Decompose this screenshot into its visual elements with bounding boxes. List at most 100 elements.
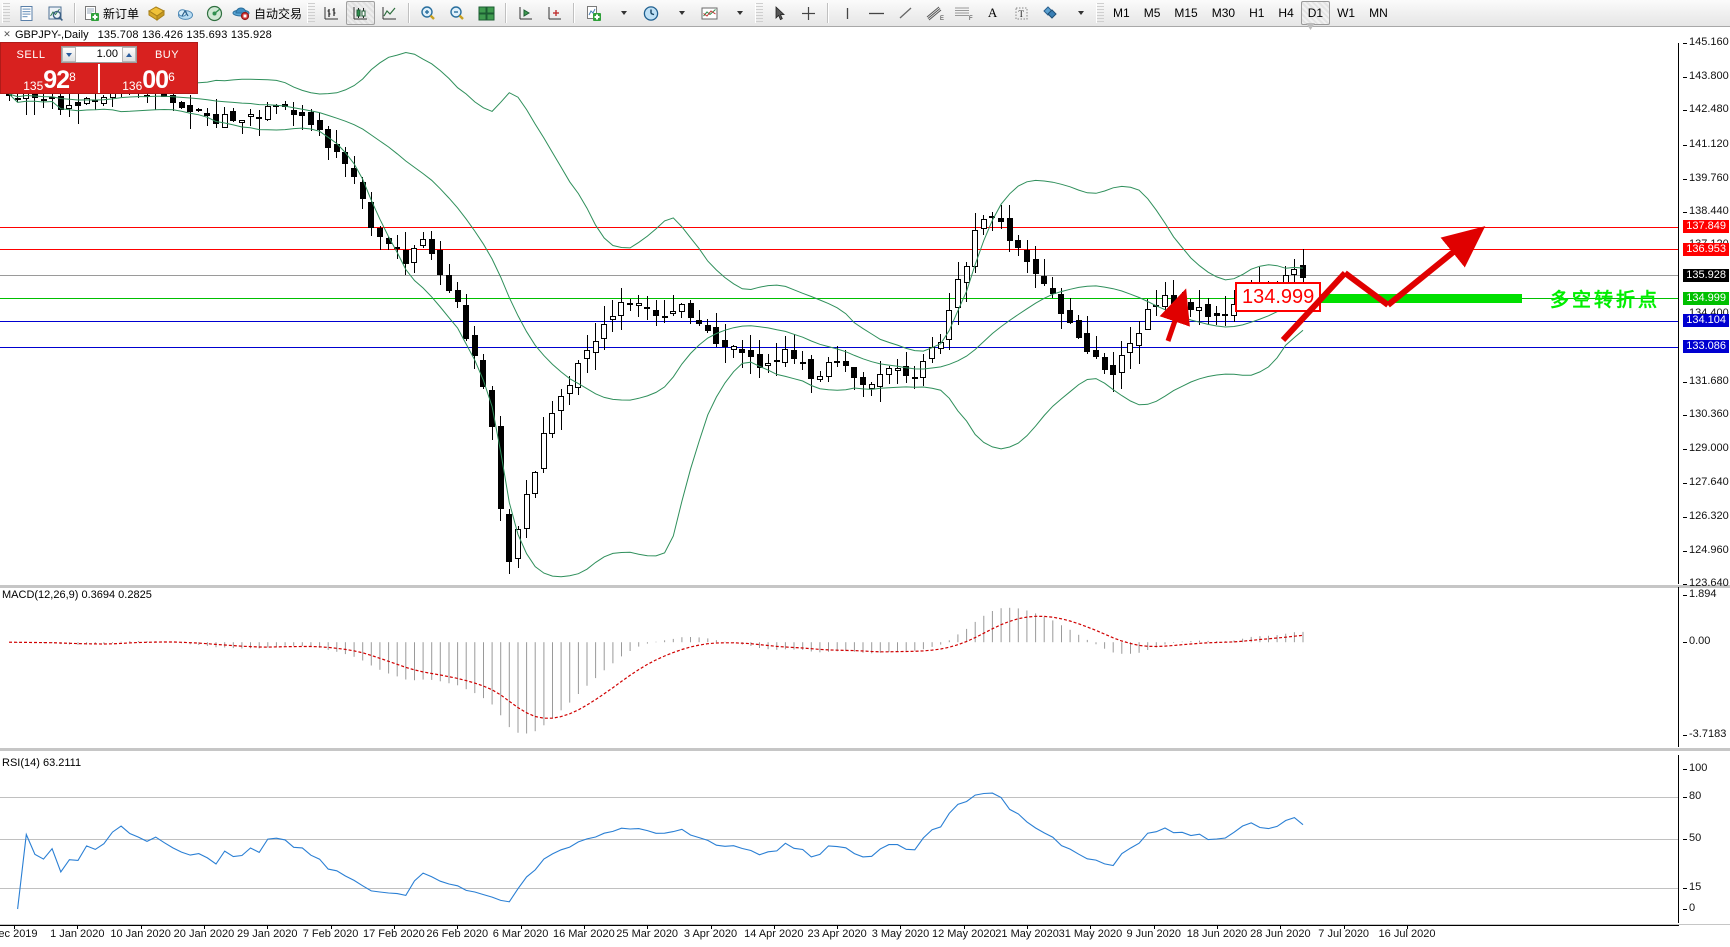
templates-icon[interactable] [41, 1, 70, 25]
horizontal-level-line[interactable] [0, 226, 1678, 228]
price-badge-resistance-line[interactable]: 137.849 [1683, 220, 1729, 234]
text-label-icon[interactable]: T [1007, 1, 1036, 25]
date-axis-label: 20 Jan 2020 [173, 928, 235, 940]
templates-dropdown-icon[interactable] [724, 1, 753, 25]
timeframe-m15[interactable]: M15 [1174, 6, 1198, 20]
candle-body [1110, 365, 1117, 376]
equidistant-channel-icon[interactable]: E [920, 1, 949, 25]
timeframe-m1[interactable]: M1 [1113, 6, 1130, 20]
crosshair-icon[interactable] [794, 1, 823, 25]
volume-value[interactable]: 1.00 [96, 48, 118, 60]
metaeditor-icon[interactable] [171, 1, 200, 25]
timeframe-d1[interactable]: D1 [1300, 1, 1331, 25]
candle-body [842, 361, 849, 366]
date-axis-label: 7 Jul 2020 [1318, 928, 1370, 940]
candle-body [860, 377, 867, 385]
auto-scroll-icon[interactable] [540, 1, 569, 25]
signals-icon[interactable] [200, 1, 229, 25]
candle-body [49, 96, 56, 99]
horizontal-level-line[interactable] [0, 346, 1678, 348]
mql5-community-icon[interactable] [142, 1, 171, 25]
horizontal-level-line[interactable] [0, 275, 1678, 277]
shapes-icon[interactable] [1036, 1, 1065, 25]
candle-body [489, 389, 496, 427]
horizontal-level-line[interactable] [0, 249, 1678, 251]
candle-body [1092, 349, 1099, 357]
candle-body [980, 218, 987, 230]
candle-body [989, 215, 996, 218]
volume-decrease-icon[interactable] [62, 47, 76, 62]
periods-icon[interactable] [637, 1, 666, 25]
horizontal-level-line[interactable] [0, 320, 1678, 322]
trendline-icon[interactable] [891, 1, 920, 25]
rsi-level-line [0, 839, 1678, 840]
candle-body [6, 93, 12, 96]
text-icon[interactable]: A [987, 5, 998, 20]
date-axis-label: 3 May 2020 [871, 928, 930, 940]
bar-chart-icon[interactable] [317, 1, 346, 25]
cursor-icon[interactable] [765, 1, 794, 25]
timeframe-h1[interactable]: H1 [1249, 6, 1265, 20]
tile-windows-icon[interactable] [472, 1, 501, 25]
volume-increase-icon[interactable] [122, 47, 136, 62]
autotrading-button[interactable]: 自动交易 [229, 1, 305, 25]
candle-body [601, 324, 608, 340]
candle-body [454, 289, 461, 303]
price-badge-support-line[interactable]: 133.086 [1683, 340, 1729, 354]
toolbar-grip-4[interactable] [1096, 3, 1105, 23]
sell-button[interactable]: SELL [16, 48, 46, 61]
close-chart-icon[interactable]: ✕ [3, 29, 11, 39]
rsi-pane-title: RSI(14) 63.2111 [2, 757, 82, 769]
candle-body [782, 349, 789, 363]
buy-button[interactable]: BUY [154, 48, 180, 61]
candle-body [506, 513, 513, 563]
zoom-in-icon[interactable] [414, 1, 443, 25]
price-badge-pivot-line[interactable]: 134.999 [1683, 291, 1729, 305]
timeframe-m30[interactable]: M30 [1211, 6, 1236, 20]
toolbar-grip[interactable] [2, 3, 10, 23]
line-chart-icon[interactable] [375, 1, 404, 25]
candle-body [1205, 304, 1212, 318]
templates-menu-icon[interactable] [695, 1, 724, 25]
candle-body [1075, 320, 1082, 338]
fibonacci-retracement-icon[interactable]: F [949, 1, 978, 25]
sell-price[interactable]: 135 92 8 [1, 64, 98, 93]
indicators-icon[interactable] [579, 1, 608, 25]
vertical-line-icon[interactable] [833, 1, 862, 25]
timeframe-w1[interactable]: W1 [1337, 6, 1356, 20]
chinese-annotation-label[interactable]: 多空转折点 [1550, 289, 1661, 312]
zoom-out-icon[interactable] [443, 1, 472, 25]
chart-shift-icon[interactable] [511, 1, 540, 25]
new-chart-icon[interactable] [12, 1, 41, 25]
pane-separator-1[interactable] [0, 585, 1730, 588]
pane-separator-2[interactable] [0, 748, 1730, 751]
date-tick [77, 925, 79, 929]
candle-body [998, 217, 1005, 223]
timeframe-h4[interactable]: H4 [1278, 6, 1294, 20]
candle-body [1067, 310, 1074, 324]
buy-price[interactable]: 136 00 6 [98, 64, 197, 93]
periods-dropdown-icon[interactable] [666, 1, 695, 25]
price-badge-support-line[interactable]: 134.104 [1683, 314, 1729, 328]
indicators-dropdown-icon[interactable] [608, 1, 637, 25]
candle-wick [258, 110, 260, 137]
candlestick-chart-icon[interactable] [346, 1, 376, 25]
candle-body [954, 278, 961, 308]
new-order-button[interactable]: 新订单 [80, 1, 142, 25]
toolbar-grip-3[interactable] [755, 3, 764, 23]
candle-body [920, 360, 927, 378]
date-axis-label: 21 May 2020 [995, 928, 1059, 940]
price-badge-last-price[interactable]: 135.928 [1683, 268, 1729, 282]
horizontal-line-icon[interactable] [862, 1, 891, 25]
shapes-dropdown-icon[interactable] [1065, 1, 1094, 25]
candle-body [299, 112, 306, 116]
chart-scroll-marker[interactable] [1306, 23, 1315, 30]
date-tick [393, 925, 395, 929]
timeframe-m5[interactable]: M5 [1143, 6, 1161, 20]
volume-stepper[interactable]: 1.00 [61, 46, 137, 63]
candle-body [540, 432, 547, 469]
price-callout-box[interactable]: 134.999 [1235, 282, 1322, 313]
price-badge-resistance-line[interactable]: 136.953 [1683, 242, 1729, 256]
toolbar-grip-2[interactable] [307, 3, 316, 23]
timeframe-mn[interactable]: MN [1369, 6, 1388, 20]
